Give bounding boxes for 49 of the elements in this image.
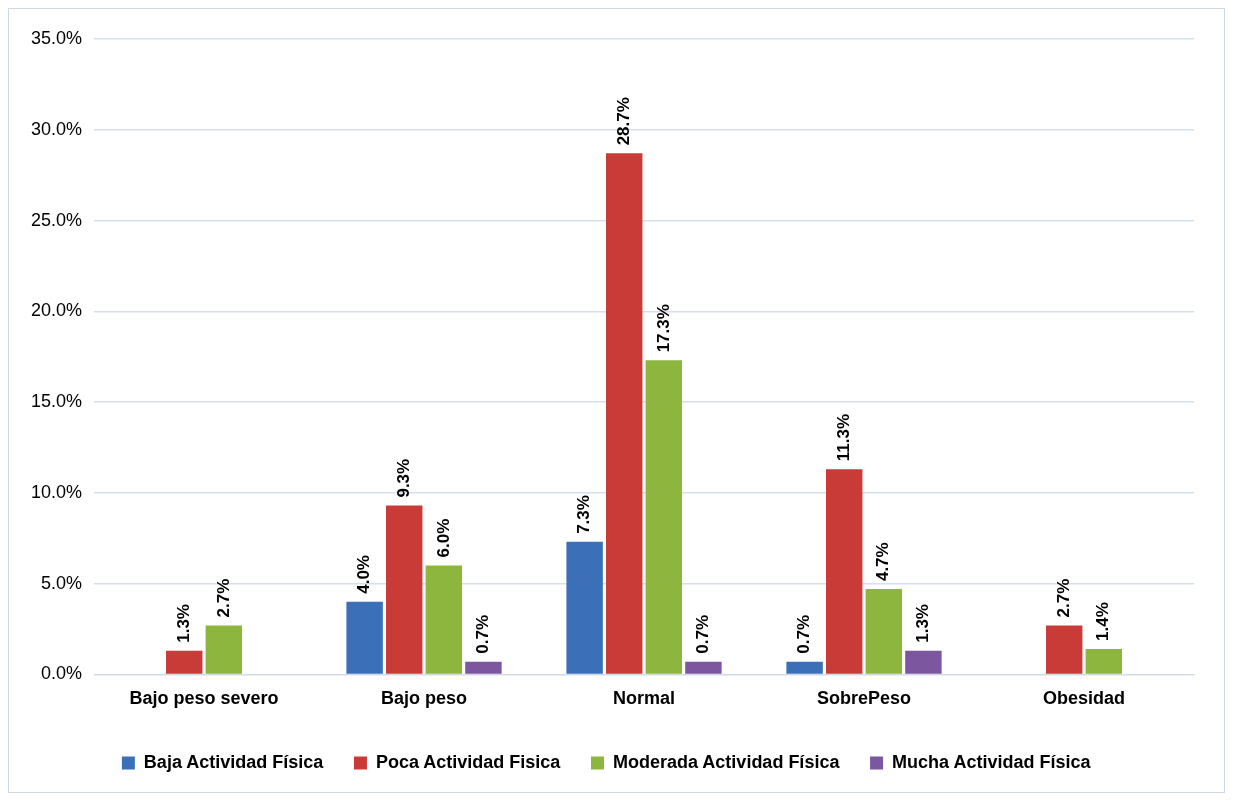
- bar: [905, 650, 942, 674]
- bar: [205, 625, 243, 674]
- bar: [1085, 648, 1123, 674]
- data-label: 7.3%: [574, 495, 594, 534]
- data-label: 1.3%: [913, 604, 933, 643]
- x-tick-label: SobrePeso: [816, 688, 912, 709]
- bar: [566, 541, 603, 674]
- data-label: 0.7%: [473, 614, 493, 654]
- data-label: 17.3%: [653, 304, 673, 353]
- x-tick-label: Bajo peso: [381, 688, 468, 709]
- bar: [685, 661, 722, 674]
- legend-label: Moderada Actividad Física: [613, 751, 841, 772]
- bar: [346, 601, 383, 674]
- y-tick-label: 0.0%: [41, 663, 83, 684]
- data-label: 28.7%: [613, 97, 633, 146]
- y-tick-label: 20.0%: [30, 300, 83, 321]
- bar: [1045, 625, 1083, 674]
- bar: [425, 565, 463, 674]
- y-tick-label: 25.0%: [30, 209, 83, 230]
- x-tick-label: Normal: [613, 688, 676, 709]
- legend-label: Mucha Actividad Física: [892, 751, 1092, 772]
- y-tick-label: 5.0%: [41, 572, 83, 593]
- legend-label: Poca Actividad Fisica: [375, 751, 562, 772]
- y-tick-label: 10.0%: [30, 481, 83, 502]
- data-label: 0.7%: [794, 614, 814, 654]
- data-label: 9.3%: [393, 458, 413, 498]
- data-label: 1.4%: [1093, 602, 1113, 641]
- bar: [826, 469, 863, 674]
- bar: [645, 360, 683, 674]
- x-tick-label: Bajo peso severo: [129, 688, 279, 709]
- data-label: 6.0%: [433, 518, 453, 558]
- data-label: 11.3%: [833, 413, 853, 462]
- bar: [606, 153, 643, 674]
- bar: [386, 505, 423, 674]
- y-tick-label: 15.0%: [30, 391, 83, 412]
- bar: [786, 661, 823, 674]
- bar: [166, 650, 203, 674]
- data-label: 2.7%: [1053, 578, 1073, 618]
- bar: [865, 589, 903, 674]
- data-label: 0.7%: [693, 614, 713, 654]
- data-label: 4.7%: [873, 542, 893, 582]
- data-label: 1.3%: [173, 604, 193, 643]
- data-label: 2.7%: [213, 578, 233, 618]
- y-tick-label: 30.0%: [30, 118, 83, 139]
- data-label: 4.0%: [354, 555, 374, 594]
- legend-label: Baja Actividad Física: [143, 751, 325, 772]
- x-tick-label: Obesidad: [1042, 688, 1126, 709]
- y-tick-label: 35.0%: [30, 27, 83, 48]
- bar: [465, 661, 502, 674]
